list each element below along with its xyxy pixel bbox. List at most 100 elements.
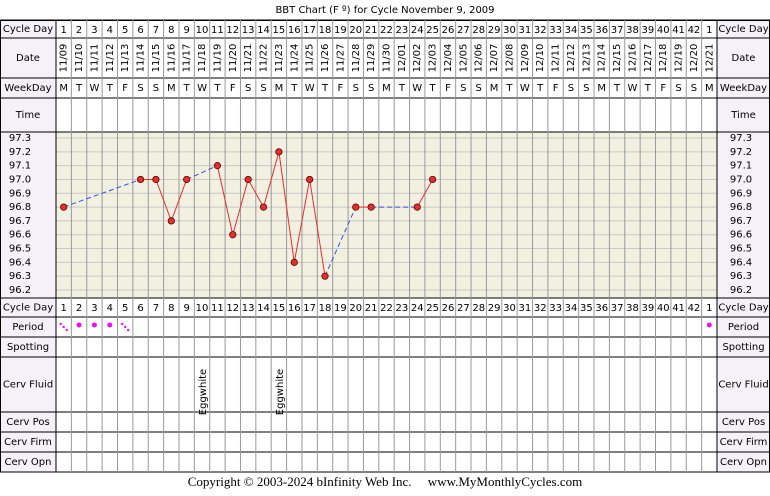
date: 12/07 bbox=[489, 44, 500, 73]
cycle-day: 28 bbox=[472, 303, 485, 314]
cycle-day: 7 bbox=[153, 303, 159, 314]
y-tick-label: 96.7 bbox=[9, 216, 31, 227]
row-label: Cerv Pos bbox=[722, 417, 765, 428]
cycle-day: 21 bbox=[365, 25, 378, 36]
cycle-day: 7 bbox=[153, 25, 159, 36]
cycle-day: 30 bbox=[503, 303, 516, 314]
temp-point bbox=[60, 203, 68, 211]
cycle-day: 25 bbox=[426, 303, 439, 314]
cycle-day: 1 bbox=[60, 25, 66, 36]
temp-area bbox=[56, 132, 717, 298]
cycle-day: 33 bbox=[549, 25, 562, 36]
period-dot bbox=[91, 322, 97, 328]
date: 12/06 bbox=[474, 44, 485, 73]
weekday: M bbox=[382, 83, 391, 94]
y-tick-label: 96.7 bbox=[730, 216, 752, 227]
y-tick-label: 96.9 bbox=[9, 188, 31, 199]
row-label: Cerv Pos bbox=[6, 417, 49, 428]
cycle-day: 34 bbox=[565, 303, 578, 314]
cycle-day: 12 bbox=[226, 25, 239, 36]
cycle-day: 4 bbox=[107, 25, 113, 36]
weekday: M bbox=[167, 83, 176, 94]
cycle-day: 33 bbox=[549, 303, 562, 314]
weekday: T bbox=[613, 83, 621, 94]
temp-line bbox=[140, 178, 188, 223]
weekday: S bbox=[460, 83, 466, 94]
y-tick-label: 96.2 bbox=[730, 285, 752, 296]
weekday: T bbox=[505, 83, 513, 94]
cycle-day: 2 bbox=[76, 25, 82, 36]
date: 12/17 bbox=[643, 44, 654, 73]
cycle-day: 6 bbox=[137, 303, 143, 314]
cycle-day: 22 bbox=[380, 25, 393, 36]
date: 12/12 bbox=[566, 44, 577, 73]
cycle-day: 38 bbox=[626, 303, 639, 314]
temp-point bbox=[213, 162, 222, 170]
cycle-day: 10 bbox=[196, 303, 209, 314]
temp-point bbox=[413, 203, 421, 211]
date: 11/26 bbox=[320, 44, 331, 73]
y-tick-label: 96.9 bbox=[730, 188, 752, 199]
gap-bridge bbox=[63, 178, 141, 208]
row-label: Date bbox=[16, 53, 40, 64]
weekday: W bbox=[305, 83, 315, 94]
cycle-day: 12 bbox=[226, 303, 239, 314]
weekday: F bbox=[122, 83, 128, 94]
row-label: Cycle Day bbox=[718, 303, 768, 314]
cycle-day: 27 bbox=[457, 303, 470, 314]
cycle-day: 23 bbox=[396, 25, 409, 36]
cycle-day: 37 bbox=[611, 303, 624, 314]
period-spot bbox=[65, 328, 68, 332]
cycle-day: 26 bbox=[442, 25, 455, 36]
weekday: S bbox=[675, 83, 681, 94]
cycle-day: 35 bbox=[580, 303, 593, 314]
cycle-day: 17 bbox=[303, 303, 316, 314]
weekday: F bbox=[660, 83, 666, 94]
date: 12/04 bbox=[443, 44, 454, 73]
cycle-day: 16 bbox=[288, 303, 301, 314]
weekday: S bbox=[153, 83, 159, 94]
label-column bbox=[0, 20, 56, 472]
cycle-day: 16 bbox=[288, 25, 301, 36]
row-label: Time bbox=[730, 110, 755, 121]
date: 11/29 bbox=[366, 44, 377, 73]
temp-point bbox=[167, 217, 175, 225]
cycle-day: 5 bbox=[122, 303, 128, 314]
date: 11/25 bbox=[305, 44, 316, 73]
weekday: S bbox=[583, 83, 589, 94]
cycle-day: 34 bbox=[565, 25, 578, 36]
temp-point bbox=[306, 175, 314, 184]
date: 12/21 bbox=[704, 44, 715, 73]
weekday: S bbox=[476, 83, 482, 94]
cerv-fluid: Eggwhite bbox=[198, 369, 209, 415]
weekday: T bbox=[183, 83, 191, 94]
cycle-day: 21 bbox=[365, 303, 378, 314]
weekday: M bbox=[705, 83, 714, 94]
date: 11/21 bbox=[243, 44, 254, 73]
cycle-day: 4 bbox=[107, 303, 113, 314]
cycle-day: 18 bbox=[319, 25, 332, 36]
period-spot bbox=[123, 325, 127, 329]
temp-point bbox=[259, 203, 268, 211]
date: 12/01 bbox=[397, 44, 408, 73]
weekday: T bbox=[398, 83, 406, 94]
cycle-day: 22 bbox=[380, 303, 393, 314]
y-tick-label: 97.1 bbox=[9, 161, 31, 172]
date: 12/10 bbox=[535, 44, 546, 73]
weekday: S bbox=[691, 83, 697, 94]
date: 11/12 bbox=[105, 44, 116, 73]
date: 11/22 bbox=[259, 44, 270, 73]
cycle-day: 28 bbox=[472, 25, 485, 36]
cycle-day: 24 bbox=[411, 25, 424, 36]
date: 12/03 bbox=[428, 44, 439, 73]
date: 12/20 bbox=[689, 44, 700, 73]
date: 11/27 bbox=[335, 44, 346, 73]
date: 11/23 bbox=[274, 44, 285, 73]
chart-title: BBT Chart (F º) for Cycle November 9, 20… bbox=[275, 5, 494, 16]
date: 11/15 bbox=[151, 44, 162, 73]
cycle-day: 42 bbox=[688, 25, 701, 36]
cycle-day: 10 bbox=[196, 25, 209, 36]
weekday: S bbox=[353, 83, 359, 94]
date: 12/14 bbox=[597, 44, 608, 73]
cycle-day: 41 bbox=[672, 303, 685, 314]
